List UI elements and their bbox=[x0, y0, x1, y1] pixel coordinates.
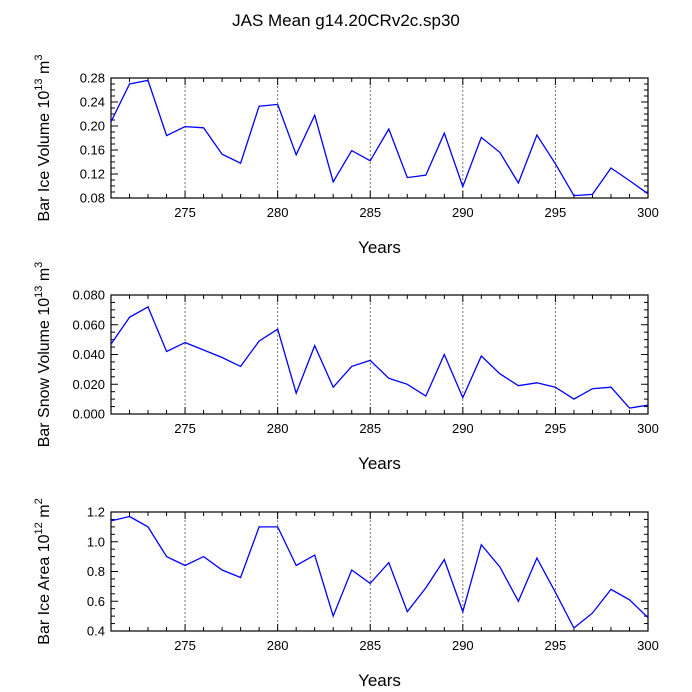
chart-panel-1: 0.08 0.12 0.16 0.20 0.24 0.28 275 280 285 290 295 3… bbox=[33, 55, 659, 257]
series-line bbox=[110, 515, 649, 630]
series-line bbox=[110, 79, 649, 197]
x-tick-label: 300 bbox=[637, 421, 659, 436]
y-tick-label: 0.8 bbox=[87, 564, 105, 579]
y-tick-label: 0.16 bbox=[80, 143, 105, 158]
y-tick-label: 0.24 bbox=[80, 95, 105, 110]
x-tick-label: 290 bbox=[452, 205, 474, 220]
y-tick-label: 0.020 bbox=[72, 377, 105, 392]
x-tick-label: 285 bbox=[359, 421, 381, 436]
y-label-base: Bar Snow Volume 10 bbox=[36, 298, 53, 448]
y-label-unit: m bbox=[36, 504, 53, 522]
figure-title: JAS Mean g14.20CRv2c.sp30 bbox=[232, 11, 460, 30]
plot-frame bbox=[110, 294, 649, 415]
y-tick-label: 1.0 bbox=[87, 534, 105, 549]
y-tick-label: 0.28 bbox=[80, 71, 105, 86]
chart-panel-2: 0.000 0.020 0.040 0.060 0.080 275 280 285 290 295… bbox=[33, 262, 659, 473]
y-tick-label: 0.4 bbox=[87, 624, 105, 639]
y-tick-label: 0.20 bbox=[80, 119, 105, 134]
x-axis-label: Years bbox=[358, 671, 401, 690]
x-tick-label: 285 bbox=[359, 205, 381, 220]
plot-frame bbox=[110, 77, 649, 199]
x-tick-label: 275 bbox=[174, 205, 196, 220]
y-axis-label: Bar Ice Volume 1013 m3 bbox=[33, 55, 53, 222]
x-tick-label: 280 bbox=[267, 205, 289, 220]
x-tick-label: 280 bbox=[267, 421, 289, 436]
y-axis-label: Bar Ice Area 1012 m2 bbox=[33, 498, 53, 644]
x-tick-label: 295 bbox=[545, 421, 567, 436]
y-tick-label: 0.060 bbox=[72, 317, 105, 332]
x-tick-label: 280 bbox=[267, 638, 289, 653]
chart-panel-3: 0.4 0.6 0.8 1.0 1.2 275 280 285 290 295 300 Years Ba… bbox=[33, 498, 659, 690]
x-tick-label: 275 bbox=[174, 638, 196, 653]
x-tick-label: 275 bbox=[174, 421, 196, 436]
y-label-base: Bar Ice Volume 10 bbox=[36, 91, 53, 222]
y-label-unit: m bbox=[36, 268, 53, 286]
x-tick-label: 295 bbox=[545, 638, 567, 653]
x-tick-label: 290 bbox=[452, 638, 474, 653]
series-line bbox=[110, 305, 649, 409]
x-tick-label: 300 bbox=[637, 638, 659, 653]
y-tick-label: 0.6 bbox=[87, 594, 105, 609]
y-axis-label: Bar Snow Volume 1013 m3 bbox=[33, 262, 53, 448]
x-axis-label: Years bbox=[358, 238, 401, 257]
x-tick-label: 300 bbox=[637, 205, 659, 220]
y-tick-label: 0.080 bbox=[72, 288, 105, 303]
y-label-unit-exponent: 3 bbox=[33, 55, 45, 61]
y-label-exponent: 13 bbox=[33, 78, 45, 90]
x-tick-label: 290 bbox=[452, 421, 474, 436]
y-tick-label: 1.2 bbox=[87, 505, 105, 520]
y-label-exponent: 12 bbox=[33, 522, 45, 534]
y-label-base: Bar Ice Area 10 bbox=[36, 534, 53, 644]
chart-panels: 0.08 0.12 0.16 0.20 0.24 0.28 275 280 285 290 295 3… bbox=[33, 55, 659, 690]
y-tick-label: 0.000 bbox=[72, 407, 105, 422]
y-tick-label: 0.12 bbox=[80, 167, 105, 182]
y-label-exponent: 13 bbox=[33, 286, 45, 298]
x-axis-label: Years bbox=[358, 454, 401, 473]
y-tick-label: 0.040 bbox=[72, 347, 105, 362]
y-label-unit-exponent: 3 bbox=[33, 262, 45, 268]
y-label-unit: m bbox=[36, 61, 53, 79]
x-tick-label: 295 bbox=[545, 205, 567, 220]
y-tick-label: 0.08 bbox=[80, 191, 105, 206]
x-tick-label: 285 bbox=[359, 638, 381, 653]
plot-frame bbox=[110, 511, 649, 632]
y-label-unit-exponent: 2 bbox=[33, 498, 45, 504]
